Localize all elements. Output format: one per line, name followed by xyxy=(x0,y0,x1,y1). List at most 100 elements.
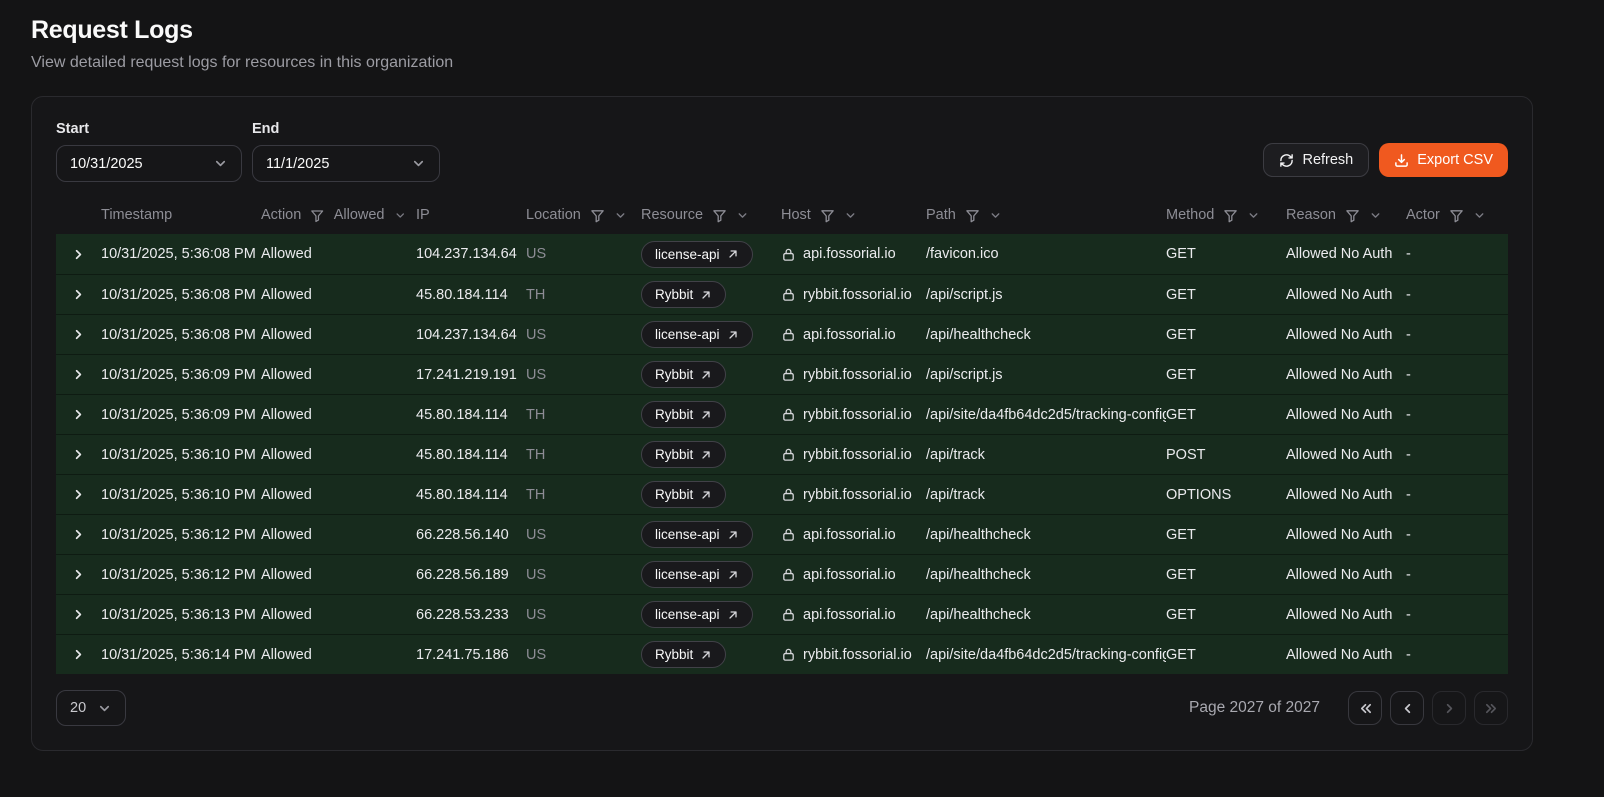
end-date-select[interactable]: 11/1/2025 xyxy=(252,145,440,182)
resource-name: Rybbit xyxy=(655,487,694,502)
row-expand-button[interactable] xyxy=(67,603,91,627)
table-row[interactable]: 10/31/2025, 5:36:10 PM Allowed 45.80.184… xyxy=(56,434,1508,474)
row-reason: Allowed No Auth xyxy=(1286,326,1393,343)
resource-name: Rybbit xyxy=(655,447,694,462)
row-reason: Allowed No Auth xyxy=(1286,566,1393,583)
resource-badge[interactable]: Rybbit xyxy=(641,441,727,468)
resource-badge[interactable]: Rybbit xyxy=(641,641,727,668)
row-expand-button[interactable] xyxy=(67,643,91,667)
row-path: /api/site/da4fb64dc2d5/tracking-config xyxy=(926,406,1166,423)
row-ip: 66.228.53.233 xyxy=(416,606,509,623)
first-page-button[interactable] xyxy=(1348,691,1382,725)
filter-icon[interactable] xyxy=(1223,208,1238,223)
resource-badge[interactable]: license-api xyxy=(641,601,753,628)
resource-badge[interactable]: Rybbit xyxy=(641,481,727,508)
table-row[interactable]: 10/31/2025, 5:36:09 PM Allowed 17.241.21… xyxy=(56,354,1508,394)
filter-icon[interactable] xyxy=(590,208,605,223)
action-filter-value[interactable]: Allowed xyxy=(333,207,385,223)
header-path: Path xyxy=(926,207,1166,223)
chevron-down-icon[interactable] xyxy=(614,209,627,222)
resource-badge[interactable]: Rybbit xyxy=(641,281,727,308)
lock-icon xyxy=(783,568,794,581)
arrow-up-right-icon xyxy=(728,530,737,539)
filter-icon[interactable] xyxy=(820,208,835,223)
refresh-button[interactable]: Refresh xyxy=(1263,143,1370,177)
resource-badge[interactable]: license-api xyxy=(641,521,753,548)
table-row[interactable]: 10/31/2025, 5:36:08 PM Allowed 104.237.1… xyxy=(56,234,1508,274)
row-timestamp: 10/31/2025, 5:36:13 PM xyxy=(101,606,256,623)
row-action: Allowed xyxy=(261,446,312,463)
row-path: /api/track xyxy=(926,486,985,503)
toolbar-actions: Refresh Export CSV xyxy=(1263,143,1508,177)
table-row[interactable]: 10/31/2025, 5:36:14 PM Allowed 17.241.75… xyxy=(56,634,1508,674)
chevron-down-icon[interactable] xyxy=(1369,209,1382,222)
filters-toolbar: Start 10/31/2025 End 11/1/2025 Refresh E… xyxy=(56,121,1508,182)
table-row[interactable]: 10/31/2025, 5:36:12 PM Allowed 66.228.56… xyxy=(56,514,1508,554)
resource-badge[interactable]: license-api xyxy=(641,321,753,348)
chevron-right-icon xyxy=(75,449,82,460)
resource-name: Rybbit xyxy=(655,647,694,662)
row-host: api.fossorial.io xyxy=(781,246,926,262)
row-expand-button[interactable] xyxy=(67,443,91,467)
arrow-up-right-icon xyxy=(728,570,737,579)
row-reason: Allowed No Auth xyxy=(1286,406,1393,423)
table-row[interactable]: 10/31/2025, 5:36:09 PM Allowed 45.80.184… xyxy=(56,394,1508,434)
resource-badge[interactable]: license-api xyxy=(641,240,753,268)
row-host: rybbit.fossorial.io xyxy=(781,407,926,423)
table-row[interactable]: 10/31/2025, 5:36:10 PM Allowed 45.80.184… xyxy=(56,474,1508,514)
chevron-down-icon[interactable] xyxy=(736,209,749,222)
lock-icon xyxy=(783,608,794,621)
filter-icon[interactable] xyxy=(965,208,980,223)
row-expand-button[interactable] xyxy=(67,323,91,347)
row-timestamp: 10/31/2025, 5:36:08 PM xyxy=(101,246,256,262)
filter-icon[interactable] xyxy=(1345,208,1360,223)
row-expand-button[interactable] xyxy=(67,363,91,387)
filter-icon[interactable] xyxy=(712,208,727,223)
row-expand-button[interactable] xyxy=(67,523,91,547)
chevron-right-icon xyxy=(75,249,82,259)
page-size-select[interactable]: 20 xyxy=(56,690,126,726)
row-host: api.fossorial.io xyxy=(781,607,926,623)
row-host: rybbit.fossorial.io xyxy=(781,487,926,503)
row-method: GET xyxy=(1166,646,1196,663)
row-host: rybbit.fossorial.io xyxy=(781,447,926,463)
resource-badge[interactable]: license-api xyxy=(641,561,753,588)
row-expand-button[interactable] xyxy=(67,403,91,427)
chevron-down-icon[interactable] xyxy=(1247,209,1260,222)
start-date-select[interactable]: 10/31/2025 xyxy=(56,145,242,182)
table-row[interactable]: 10/31/2025, 5:36:12 PM Allowed 66.228.56… xyxy=(56,554,1508,594)
last-page-button[interactable] xyxy=(1474,691,1508,725)
row-expand-button[interactable] xyxy=(67,283,91,307)
row-location: US xyxy=(526,246,547,262)
table-row[interactable]: 10/31/2025, 5:36:13 PM Allowed 66.228.53… xyxy=(56,594,1508,634)
chevron-right-icon xyxy=(75,649,82,660)
row-timestamp: 10/31/2025, 5:36:12 PM xyxy=(101,566,256,583)
resource-badge[interactable]: Rybbit xyxy=(641,361,727,388)
table-row[interactable]: 10/31/2025, 5:36:08 PM Allowed 104.237.1… xyxy=(56,314,1508,354)
chevron-down-icon[interactable] xyxy=(1473,209,1486,222)
resource-name: Rybbit xyxy=(655,407,694,422)
filter-icon[interactable] xyxy=(1449,208,1464,223)
chevron-right-icon xyxy=(1446,703,1452,713)
lock-icon xyxy=(783,248,794,261)
table-row[interactable]: 10/31/2025, 5:36:08 PM Allowed 45.80.184… xyxy=(56,274,1508,314)
resource-badge[interactable]: Rybbit xyxy=(641,401,727,428)
row-expand-button[interactable] xyxy=(67,563,91,587)
row-action: Allowed xyxy=(261,566,312,583)
row-expand-button[interactable] xyxy=(67,242,91,266)
export-csv-button[interactable]: Export CSV xyxy=(1379,143,1508,177)
row-expand-button[interactable] xyxy=(67,483,91,507)
chevron-down-icon[interactable] xyxy=(989,209,1002,222)
row-reason: Allowed No Auth xyxy=(1286,286,1393,303)
header-host: Host xyxy=(781,207,926,223)
lock-icon xyxy=(783,448,794,461)
chevron-right-icon xyxy=(75,409,82,420)
row-reason: Allowed No Auth xyxy=(1286,366,1393,383)
chevron-down-icon[interactable] xyxy=(394,209,406,222)
next-page-button[interactable] xyxy=(1432,691,1466,725)
chevron-down-icon[interactable] xyxy=(844,209,857,222)
previous-page-button[interactable] xyxy=(1390,691,1424,725)
filter-icon[interactable] xyxy=(310,208,324,223)
row-actor: - xyxy=(1406,246,1411,262)
start-date-group: Start 10/31/2025 xyxy=(56,121,242,182)
